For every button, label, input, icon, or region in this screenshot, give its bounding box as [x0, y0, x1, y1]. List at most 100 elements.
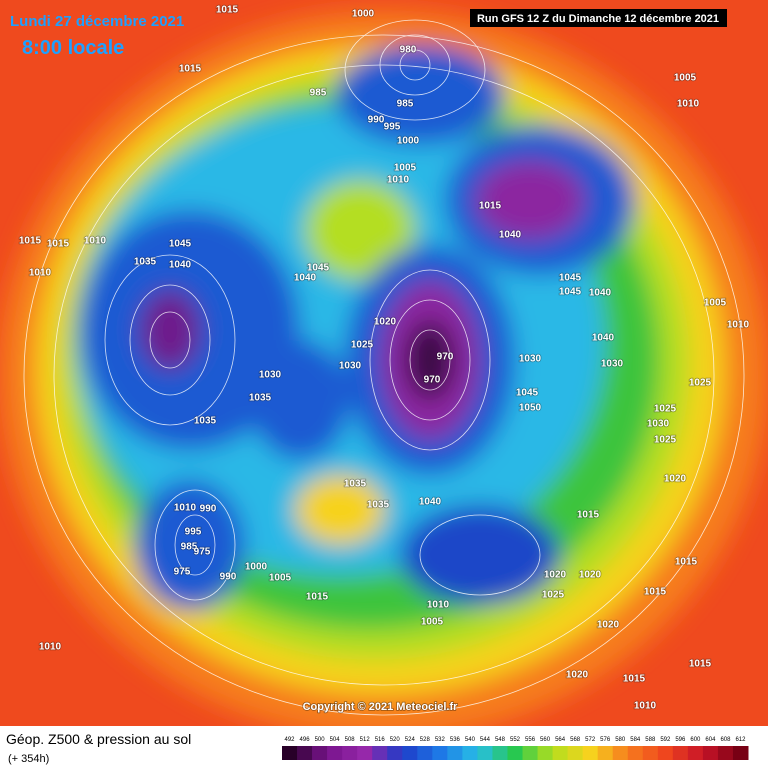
- isobar-label: 1040: [589, 288, 612, 299]
- colorbar-swatch: [447, 746, 463, 760]
- isobar-label: 1005: [269, 573, 292, 584]
- colorbar-label: 564: [555, 737, 566, 743]
- colorbar-swatch: [612, 746, 629, 760]
- isobar-label: 990: [220, 572, 237, 583]
- isobar-label: 995: [185, 527, 202, 538]
- colorbar: 492 496 500 504 508 512 516 520 524 528 532 536 540 5…: [282, 737, 749, 760]
- isobar-label: 1015: [179, 64, 202, 75]
- isobar-label: 1010: [174, 503, 197, 514]
- isobar-label: 1005: [421, 617, 444, 628]
- isobar-label: 1015: [577, 510, 600, 521]
- colorbar-swatch: [552, 746, 569, 760]
- colorbar-label: 528: [420, 737, 431, 743]
- isobar-label: 1000: [352, 9, 375, 20]
- isobar-label: 1000: [245, 562, 268, 573]
- colorbar-swatch: [627, 746, 644, 760]
- isobar-label: 1030: [647, 419, 670, 430]
- colorbar-swatch: [537, 746, 554, 760]
- colorbar-label: 540: [465, 737, 476, 743]
- isobar-label: 1010: [427, 600, 450, 611]
- colorbar-label: 508: [345, 737, 356, 743]
- isobar-label: 1005: [704, 298, 727, 309]
- isobar-label: 1045: [559, 287, 582, 298]
- colorbar-label: 604: [705, 737, 716, 743]
- isobar-label: 1025: [542, 590, 565, 601]
- isobar-label: 985: [181, 542, 198, 553]
- colorbar-label: 576: [600, 737, 611, 743]
- colorbar-swatch: [477, 746, 493, 760]
- run-info: Run GFS 12 Z du Dimanche 12 décembre 202…: [477, 13, 719, 25]
- isobar-label: 1015: [689, 659, 712, 670]
- isobar-label: 1035: [134, 257, 157, 268]
- colorbar-label: 608: [720, 737, 731, 743]
- colorbar-label: 612: [735, 737, 746, 743]
- colorbar-label: 536: [450, 737, 461, 743]
- colorbar-swatch: [522, 746, 539, 760]
- isobar-label: 1025: [689, 378, 712, 389]
- isobar-label: 1040: [419, 497, 442, 508]
- colorbar-label: 492: [285, 737, 296, 743]
- colorbar-label: 568: [570, 737, 581, 743]
- isobar-label: 1030: [519, 354, 542, 365]
- colorbar-label: 496: [300, 737, 311, 743]
- colorbar-swatch: [507, 746, 524, 760]
- isobar-label: 970: [437, 352, 454, 363]
- isobar-label: 1020: [566, 670, 589, 681]
- isobar-label: 1010: [387, 175, 410, 186]
- colorbar-swatch: [312, 746, 328, 760]
- run-box: [470, 9, 727, 27]
- isobar-label: 1015: [216, 5, 239, 16]
- isobar-label: 1020: [374, 317, 397, 328]
- colorbar-swatch: [642, 746, 659, 760]
- isobar-label: 990: [200, 504, 217, 515]
- colorbar-swatch: [717, 746, 734, 760]
- isobar-label: 1025: [654, 435, 677, 446]
- isobar-label: 1045: [169, 239, 192, 250]
- colorbar-label: 504: [330, 737, 341, 743]
- geopotential-field: [0, 0, 768, 740]
- isobar-label: 1035: [367, 500, 390, 511]
- colorbar-label: 544: [480, 737, 491, 743]
- colorbar-swatch: [402, 746, 418, 760]
- isobar-label: 1015: [47, 239, 70, 250]
- copyright: Copyright © 2021 Meteociel.fr: [303, 701, 459, 713]
- colorbar-label: 572: [585, 737, 596, 743]
- colorbar-label: 584: [630, 737, 641, 743]
- colorbar-label: 588: [645, 737, 656, 743]
- colorbar-label: 580: [615, 737, 626, 743]
- isobar-label: 1050: [519, 403, 542, 414]
- isobar-label: 1040: [169, 260, 192, 271]
- isobar-label: 1005: [394, 163, 417, 174]
- colorbar-swatch: [582, 746, 599, 760]
- isobar-label: 980: [400, 45, 417, 56]
- footer-title: Géop. Z500 & pression au sol: [6, 731, 191, 747]
- colorbar-label: 596: [675, 737, 686, 743]
- isobar-label: 1040: [294, 273, 317, 284]
- isobar-label: 1045: [307, 263, 330, 274]
- isobar-label: 1020: [579, 570, 602, 581]
- isobar-label: 1045: [516, 388, 539, 399]
- colorbar-label: 516: [375, 737, 386, 743]
- colorbar-label: 524: [405, 737, 416, 743]
- isobar-label: 1000: [397, 136, 420, 147]
- isobar-label: 1005: [674, 73, 697, 84]
- isobar-labels: 1000101510159859809859909951000100510101…: [18, 4, 750, 713]
- colorbar-label: 556: [525, 737, 536, 743]
- colorbar-label: 592: [660, 737, 671, 743]
- isobar-label: 1015: [623, 674, 646, 685]
- colorbar-label: 532: [435, 737, 446, 743]
- valid-time: 8:00 locale: [22, 37, 124, 59]
- colorbar-swatch: [597, 746, 614, 760]
- isobar-label: 985: [310, 88, 327, 99]
- isobar-label: 985: [397, 99, 414, 110]
- colorbar-swatch: [567, 746, 584, 760]
- colorbar-swatch: [462, 746, 478, 760]
- isobar-label: 995: [384, 122, 401, 133]
- colorbar-label: 600: [690, 737, 701, 743]
- colorbar-label: 560: [540, 737, 551, 743]
- colorbar-swatch: [282, 746, 298, 760]
- isobar-label: 990: [368, 115, 385, 126]
- colorbar-label: 512: [360, 737, 371, 743]
- colorbar-swatch: [387, 746, 403, 760]
